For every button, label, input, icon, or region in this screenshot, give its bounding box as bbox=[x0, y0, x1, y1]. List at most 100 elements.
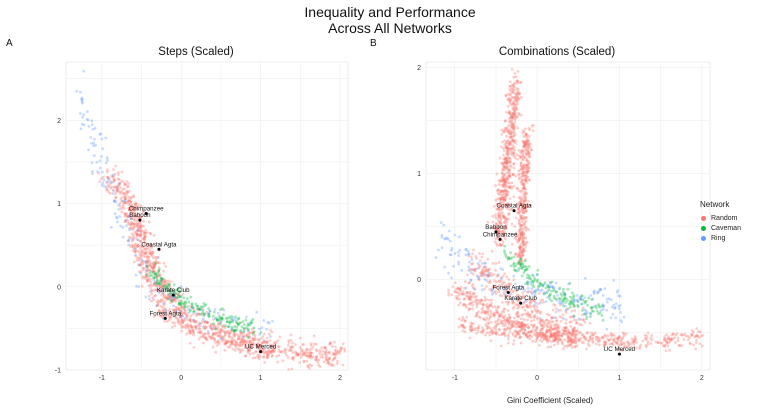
point-random bbox=[473, 269, 477, 273]
point-random bbox=[122, 187, 126, 191]
point-random bbox=[179, 315, 182, 319]
point-ring bbox=[539, 317, 542, 320]
point-random bbox=[562, 347, 565, 351]
point-random bbox=[249, 339, 252, 343]
point-random bbox=[508, 140, 512, 144]
point-random bbox=[114, 196, 118, 200]
point-random bbox=[494, 222, 498, 226]
point-random bbox=[312, 334, 316, 338]
point-random bbox=[458, 288, 461, 291]
point-random bbox=[521, 250, 525, 254]
point-caveman bbox=[563, 293, 567, 296]
point-random bbox=[521, 187, 525, 190]
point-random bbox=[491, 331, 495, 335]
point-random bbox=[302, 360, 306, 364]
point-ring bbox=[598, 288, 602, 292]
point-random bbox=[501, 201, 505, 204]
point-random bbox=[503, 329, 507, 333]
point-random bbox=[520, 166, 524, 170]
point-random bbox=[515, 153, 519, 157]
point-random bbox=[105, 170, 109, 174]
point-ring bbox=[589, 294, 593, 297]
point-random bbox=[247, 329, 250, 333]
point-random bbox=[524, 176, 528, 180]
point-random bbox=[519, 317, 523, 321]
point-random bbox=[517, 218, 521, 222]
point-random bbox=[135, 221, 139, 225]
point-random bbox=[290, 349, 293, 353]
point-random bbox=[573, 308, 577, 312]
point-random bbox=[519, 335, 523, 339]
point-random bbox=[131, 205, 134, 209]
point-random bbox=[238, 335, 242, 338]
point-ring bbox=[92, 154, 96, 157]
point-random bbox=[167, 279, 171, 283]
point-random bbox=[523, 127, 527, 131]
point-ring bbox=[203, 319, 207, 323]
point-random bbox=[515, 87, 519, 90]
point-random bbox=[481, 271, 485, 275]
point-random bbox=[517, 221, 521, 225]
point-random bbox=[511, 102, 515, 106]
point-random bbox=[160, 298, 163, 302]
point-caveman bbox=[177, 293, 181, 297]
point-random bbox=[263, 361, 267, 364]
point-random bbox=[127, 214, 131, 218]
point-random bbox=[125, 192, 129, 196]
point-random bbox=[471, 252, 474, 256]
point-random bbox=[123, 201, 127, 204]
point-caveman bbox=[215, 318, 219, 321]
point-caveman bbox=[228, 322, 231, 325]
point-random bbox=[501, 168, 505, 171]
point-ring bbox=[601, 303, 605, 307]
point-random bbox=[271, 344, 275, 347]
point-random bbox=[516, 321, 520, 325]
point-random bbox=[572, 330, 575, 333]
point-caveman bbox=[523, 268, 527, 272]
point-ring bbox=[104, 186, 108, 189]
point-caveman bbox=[513, 268, 516, 272]
annotation-point bbox=[506, 290, 510, 294]
point-ring bbox=[593, 305, 596, 308]
point-random bbox=[155, 284, 159, 287]
point-random bbox=[505, 130, 509, 134]
point-random bbox=[500, 206, 504, 210]
point-ring bbox=[480, 284, 484, 287]
point-caveman bbox=[531, 281, 535, 284]
point-random bbox=[474, 326, 478, 330]
point-random bbox=[551, 332, 555, 335]
point-random bbox=[518, 230, 522, 234]
point-caveman bbox=[563, 292, 567, 296]
point-random bbox=[533, 314, 537, 317]
point-random bbox=[538, 334, 542, 337]
point-random bbox=[169, 295, 173, 299]
point-ring bbox=[119, 224, 123, 228]
point-ring bbox=[613, 306, 617, 310]
point-random bbox=[191, 312, 195, 316]
point-ring bbox=[262, 319, 266, 322]
point-random bbox=[201, 332, 205, 336]
point-random bbox=[508, 80, 512, 84]
point-random bbox=[482, 309, 485, 313]
point-random bbox=[133, 250, 137, 254]
point-random bbox=[603, 344, 606, 348]
point-caveman bbox=[567, 302, 571, 306]
point-random bbox=[555, 338, 558, 341]
point-caveman bbox=[251, 317, 255, 321]
point-random bbox=[515, 100, 518, 104]
point-random bbox=[157, 283, 161, 286]
point-random bbox=[501, 180, 505, 184]
point-random bbox=[521, 139, 525, 143]
point-random bbox=[309, 354, 313, 358]
point-random bbox=[160, 285, 164, 289]
point-random bbox=[606, 334, 610, 338]
point-random bbox=[664, 342, 668, 346]
point-random bbox=[310, 356, 313, 360]
point-random bbox=[124, 212, 128, 216]
point-random bbox=[216, 327, 220, 331]
point-random bbox=[289, 345, 293, 348]
point-ring bbox=[87, 148, 90, 152]
point-ring bbox=[614, 302, 618, 305]
point-random bbox=[315, 348, 318, 352]
point-random bbox=[513, 321, 517, 325]
